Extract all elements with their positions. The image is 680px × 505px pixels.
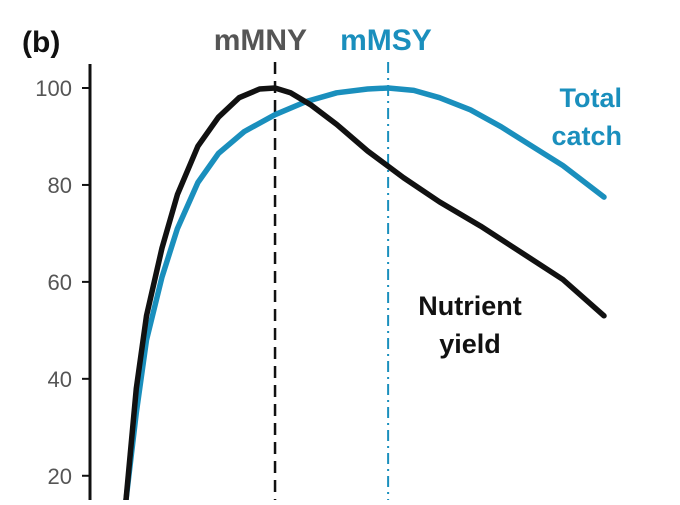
y-tick-label: 60	[48, 270, 72, 295]
y-tick-label: 40	[48, 367, 72, 392]
panel-label: (b)	[22, 26, 60, 59]
series-label-nutrient-yield: yield	[439, 329, 501, 359]
y-tick-label: 80	[48, 173, 72, 198]
y-axis: 20 40 60 80 100	[35, 64, 92, 500]
series-line-total-catch	[123, 85, 607, 503]
series-label-nutrient-yield: Nutrient	[418, 291, 522, 321]
reference-label-mmny: mMNY	[214, 24, 307, 57]
series-labels: Total catch Nutrient yield	[418, 83, 622, 359]
series-line-nutrient-yield	[123, 85, 607, 503]
y-tick-label: 20	[48, 464, 72, 489]
reference-lines: mMNY mMSY	[214, 24, 432, 500]
reference-label-mmsy: mMSY	[340, 24, 432, 57]
series-label-total-catch: Total	[560, 83, 623, 113]
series-label-total-catch: catch	[551, 121, 622, 151]
series-lines	[123, 85, 607, 503]
y-tick-label: 100	[35, 76, 72, 101]
